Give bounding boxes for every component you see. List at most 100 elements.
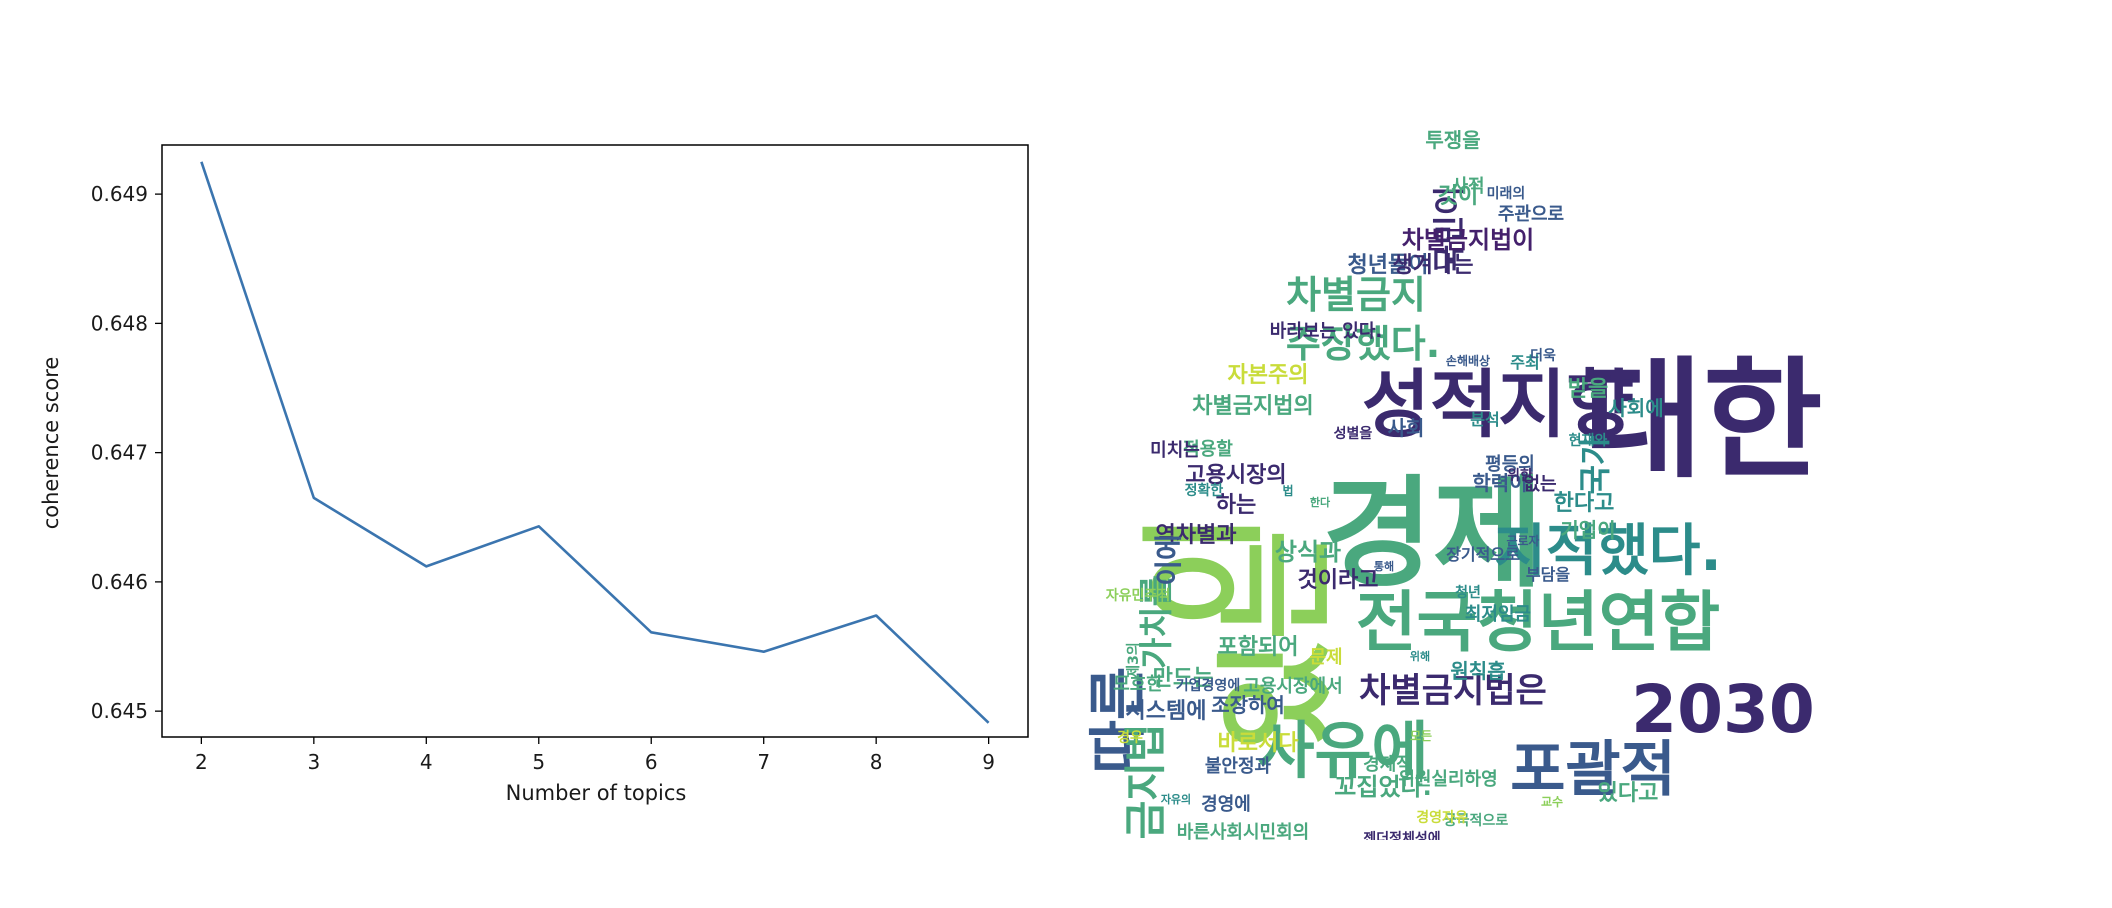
cloud-word: 조장하여 (1211, 693, 1285, 717)
y-tick-label: 0.647 (91, 441, 148, 465)
cloud-word: 미래의 (1487, 185, 1526, 202)
coherence-line-chart: 2 3 4 5 6 7 8 9 0.645 0.646 0.647 0.648 0.649 Number… (39, 144, 1029, 805)
x-tick-label: 2 (195, 750, 208, 774)
cloud-word: 국가 (1576, 436, 1614, 495)
cloud-word: 바른사회시민회의 (1177, 822, 1309, 840)
cloud-word: 자유민주적 (1106, 587, 1170, 604)
cloud-word: 있다고 (1598, 781, 1659, 806)
cloud-word: 만드는 (1153, 666, 1214, 691)
cloud-word: 한다 (1310, 495, 1331, 509)
cloud-word: 포괄적 (1510, 735, 1676, 805)
cloud-word: 받을 (1568, 377, 1608, 402)
cloud-word: 모호한 (1113, 674, 1163, 695)
cloud-word: 사적 (1451, 176, 1484, 197)
cloud-word: 상식과 (1275, 538, 1341, 566)
cloud-word: 꼬집었다. (1334, 773, 1431, 801)
cloud-word: 하는 (1216, 493, 1256, 518)
x-tick-label: 5 (532, 750, 545, 774)
x-tick-label: 6 (645, 750, 658, 774)
cloud-word: 위해 (1410, 649, 1430, 663)
cloud-word: 제3의 (1125, 642, 1142, 678)
cloud-word: 근로자 (1506, 533, 1539, 548)
cloud-word: 지적했다. (1494, 519, 1721, 584)
x-axis-label: Number of topics (506, 781, 687, 805)
cloud-word: 생겨나는 (1393, 253, 1474, 278)
cloud-word: 문제 (1309, 647, 1342, 668)
cloud-word: 젠더정체성에 (1363, 830, 1440, 840)
cloud-word: 자본주의 (1228, 363, 1309, 388)
cloud-word: 차별금지법 (1121, 723, 1170, 840)
y-axis-label: coherence score (39, 357, 63, 530)
cloud-word: 전국청년연합 (1356, 584, 1720, 661)
cloud-word: 이 (1133, 513, 1278, 628)
cloud-word: 것이 (1438, 184, 1478, 209)
cloud-word: 교수 (1541, 795, 1563, 809)
y-tick-label: 0.645 (91, 699, 148, 723)
cloud-word: 위한 (1507, 468, 1533, 484)
cloud-word: 한다고 (1554, 491, 1615, 516)
cloud-word: 시스템에 (1126, 699, 1207, 724)
x-tick-label: 7 (757, 750, 770, 774)
cloud-word: 주장했다. (1286, 322, 1440, 366)
cloud-word: 경제적 (1363, 754, 1413, 775)
cloud-word: 있는 (1208, 530, 1347, 751)
cloud-word: 미치는 (1150, 440, 1200, 461)
cloud-word: 분석 (1470, 410, 1499, 429)
cloud-word: 법 (1282, 483, 1293, 498)
cloud-word: 차별금지법은 (1359, 671, 1547, 711)
cloud-word: 경영에 (1201, 794, 1251, 815)
cloud-word: 차별금지법의 (1192, 394, 1313, 419)
cloud-word: 대한 (1583, 344, 1822, 496)
cloud-word: 차별금지법이 (1402, 226, 1534, 254)
cloud-word: 고용시장의 (1185, 463, 1286, 488)
coherence-series-line (200, 161, 990, 724)
cloud-word: 투쟁을 (1425, 128, 1480, 152)
cloud-word: 현재와 (1569, 432, 1608, 449)
cloud-word: 포함되어 (1218, 635, 1299, 660)
cloud-word: 정확한 (1185, 482, 1224, 499)
x-tick-label: 4 (420, 750, 433, 774)
cloud-word: 성별을 (1334, 425, 1373, 442)
cloud-word: 통해 (1374, 559, 1394, 573)
cloud-word: 위원실리하영 (1398, 769, 1497, 790)
cloud-word: 최저임금 (1465, 604, 1531, 625)
cloud-word: 바로서다 (1218, 731, 1300, 756)
cloud-word: 경제 (1323, 465, 1544, 604)
y-tick-label: 0.646 (91, 570, 148, 594)
cloud-word: 자유의 (1161, 792, 1191, 806)
cloud-word: 평등의 (1485, 454, 1535, 475)
cloud-word: 성적지향 (1362, 362, 1634, 448)
x-tick-label: 8 (870, 750, 883, 774)
cloud-word: 역차별과 (1156, 523, 1237, 548)
cloud-word: 청년들이 (1348, 253, 1429, 278)
cloud-word: 모든 (1410, 729, 1432, 743)
cloud-word: 가치를 (1137, 575, 1177, 669)
plot-frame (161, 144, 1029, 738)
cloud-word: 주관으로 (1498, 204, 1564, 225)
y-tick-label: 0.648 (91, 311, 148, 335)
plot-area: 2 3 4 5 6 7 8 9 0.645 0.646 0.647 0.648 0.649 (91, 144, 1029, 774)
cloud-word: 사회 (1388, 416, 1425, 440)
cloud-word: 불안정과 (1205, 756, 1272, 777)
cloud-word: 국민이 (1430, 186, 1468, 274)
cloud-word: 사회에 (1608, 396, 1663, 420)
cloud-word: 기업경영에 (1176, 677, 1240, 694)
cloud-word: 부담을 (1526, 565, 1570, 584)
cloud-word: 청년 (1455, 585, 1481, 601)
cloud-word: 원칙흡 (1450, 659, 1505, 683)
cloud-word: 고용시장에서 (1243, 676, 1342, 697)
cloud-word: 더욱 (1530, 348, 1556, 364)
cloud-word: 적용할 (1183, 438, 1233, 460)
cloud-word: 2030 (1631, 671, 1815, 748)
cloud-word: 것이라고 (1298, 568, 1379, 593)
cloud-word: 주최 (1510, 353, 1539, 372)
cloud-word: 궁극적으로 (1444, 812, 1509, 829)
cloud-word: 사유에 (1257, 714, 1428, 787)
cloud-word: 이에 (1152, 534, 1185, 586)
x-tick-label: 9 (982, 750, 995, 774)
cloud-word: 바라보는 있다. (1270, 321, 1382, 342)
cloud-word: 차별금지 (1286, 273, 1426, 317)
cloud-word: 손해배상 (1446, 353, 1490, 368)
